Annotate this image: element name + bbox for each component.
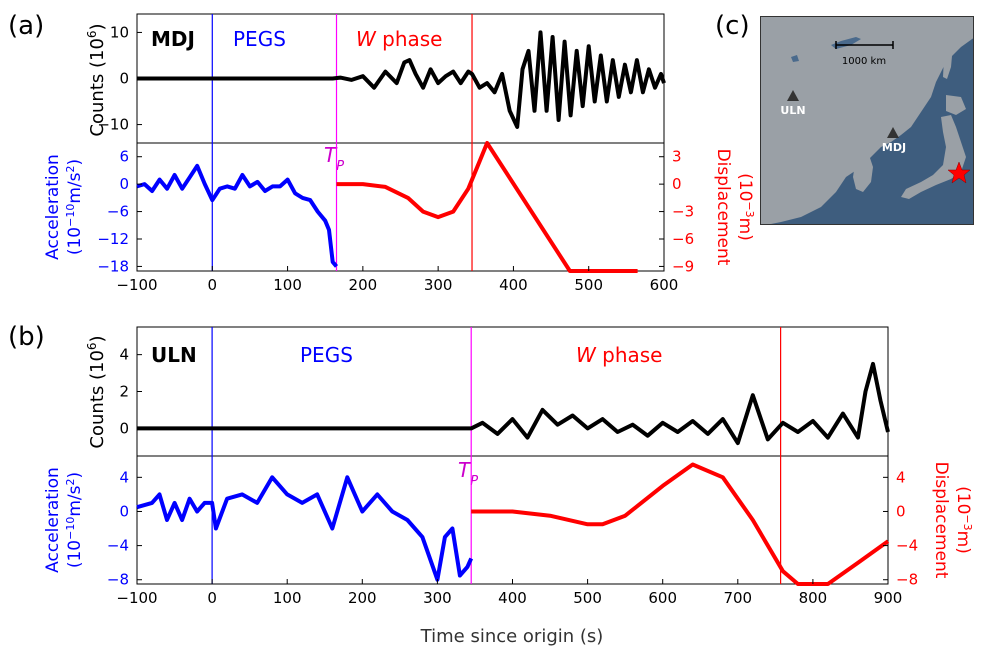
panel-a-bot-left-ytick-label: −18 (97, 257, 129, 275)
panel-b-counts-line (137, 361, 890, 446)
panel-a-disp-ylabel: Displacement (713, 149, 733, 266)
panel-b-xtick-label: 200 (348, 589, 377, 607)
panel-a-wphase-label: W phase (356, 27, 443, 51)
panel-b-accel-ylabel-units: (10−10m/s2) (64, 472, 86, 568)
panel-a-xtick-label: 500 (574, 276, 603, 294)
panel-b-pegs-label: PEGS (300, 343, 353, 367)
panel-a-top-ytick-label: −10 (97, 116, 129, 134)
panel-a-xtick-label: 300 (424, 276, 453, 294)
panel-b-tp-label: TP (458, 458, 478, 489)
panel-b-wphase-label: W phase (576, 343, 663, 367)
uln-station-icon (787, 90, 799, 101)
mdj-station-label: MDJ (882, 141, 906, 154)
japan-landmass (901, 115, 966, 199)
panel-a-top-ylabel: Counts (106) (85, 23, 108, 136)
panel-a-acceleration-line (136, 163, 339, 268)
panel-a-tp-label: TP (324, 143, 344, 174)
korea-landmass (853, 155, 873, 192)
panel-a-pegs-label: PEGS (233, 27, 286, 51)
panel-a-xtick-label: 0 (208, 276, 218, 294)
panel-b-top-ytick-label: 0 (119, 419, 129, 437)
panel-a-bot-right-ytick-label: −6 (672, 230, 694, 248)
lake-small (791, 55, 799, 62)
panel-b-bot-right-ytick-label: 4 (896, 468, 906, 486)
panel-b-disp-ylabel-units: (10−3m) (953, 486, 975, 554)
panel-b-xtick-label: 0 (207, 589, 217, 607)
sakhalin-landmass (943, 42, 953, 79)
panel-a-counts-line (137, 30, 666, 129)
epicenter-star-icon (947, 161, 971, 184)
panel-b-bot-left-ytick-label: 0 (119, 502, 129, 520)
x-axis-label: Time since origin (s) (420, 626, 604, 647)
panel-a-accel-ylabel-units: (10−10m/s2) (64, 159, 86, 255)
panel-a-disp-ylabel-units: (10−3m) (735, 173, 757, 241)
panel-a-bot-left-ytick-label: −12 (97, 230, 129, 248)
panel-b-bot-right-ytick-label: 0 (896, 502, 906, 520)
mdj-station-icon (887, 127, 899, 138)
panel-b-displacement-line (471, 462, 890, 586)
panel-b-bot-left-ytick-label: −8 (107, 571, 129, 589)
panel-a-xtick-label: 100 (273, 276, 302, 294)
panel-b-xtick-label: 800 (799, 589, 828, 607)
panel-b-xtick-label: −100 (116, 589, 157, 607)
panel-b-xtick-label: 600 (648, 589, 677, 607)
panel-b-xtick-label: 300 (423, 589, 452, 607)
panel-b-xtick-label: 100 (273, 589, 302, 607)
panel-b-bot-right-ytick-label: −4 (896, 537, 918, 555)
panel-a-xtick-label: 400 (499, 276, 528, 294)
panel-a-bot-right-ytick-label: 0 (672, 175, 682, 193)
mainland-landmass (761, 17, 973, 224)
panel-a-bot-left-ytick-label: −6 (107, 203, 129, 221)
panel-b-accel-ylabel: Acceleration (43, 467, 63, 573)
panel-a-letter: (a) (8, 11, 44, 41)
panel-a-bot-left-ytick-label: 0 (119, 175, 129, 193)
panel-a-top-ytick-label: 10 (110, 23, 129, 41)
panel-a-top-ytick-label: 0 (119, 70, 129, 88)
panel-c-letter: (c) (715, 11, 750, 41)
panel-b-top-ytick-label: 2 (119, 383, 129, 401)
panel-b-bot-left-ytick-label: −4 (107, 537, 129, 555)
panel-b-letter: (b) (8, 322, 45, 352)
panel-b-xtick-label: 500 (573, 589, 602, 607)
panel-b-xtick-label: 400 (498, 589, 527, 607)
panel-a-xtick-label: 200 (349, 276, 378, 294)
scale-bar-label: 1000 km (842, 56, 886, 67)
panel-b-xtick-label: 900 (874, 589, 903, 607)
panel-a-xtick-label: −100 (116, 276, 157, 294)
panel-a-bottom-axes (136, 142, 665, 272)
panel-a-accel-ylabel: Acceleration (43, 154, 63, 260)
panel-b-station-label: ULN (151, 343, 197, 367)
panel-b-top-ytick-label: 4 (119, 346, 129, 364)
panel-b-bot-left-ytick-label: 4 (119, 468, 129, 486)
panel-b-bottom-axes (136, 455, 889, 585)
location-map: 1000 km ULN MDJ (760, 16, 974, 225)
panel-a-station-label: MDJ (151, 27, 195, 51)
panel-a-bot-right-ytick-label: −9 (672, 257, 694, 275)
japan-hokkaido (946, 95, 966, 115)
panel-a-bot-right-ytick-label: −3 (672, 203, 694, 221)
panel-a-bot-left-ytick-label: 6 (119, 148, 129, 166)
panel-b-xtick-label: 700 (723, 589, 752, 607)
panel-b-disp-ylabel: Displacement (931, 462, 951, 579)
panel-a-xtick-label: 600 (650, 276, 679, 294)
uln-station-label: ULN (780, 104, 805, 117)
panel-b-bot-right-ytick-label: −8 (896, 571, 918, 589)
panel-b-acceleration-line (136, 475, 474, 582)
panel-a-bot-right-ytick-label: 3 (672, 148, 682, 166)
panel-a-displacement-line (336, 141, 638, 273)
lake-baikal (831, 37, 861, 49)
panel-b-top-axes (136, 326, 889, 457)
panel-b-top-ylabel: Counts (106) (85, 335, 108, 448)
